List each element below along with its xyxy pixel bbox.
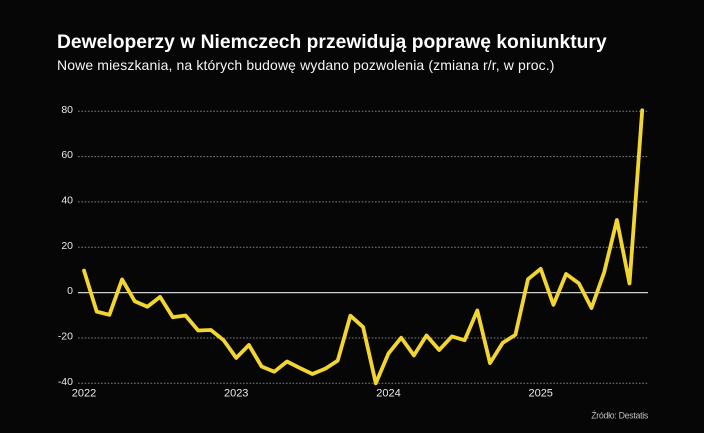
svg-text:80: 80	[61, 104, 73, 116]
svg-text:Nowe mieszkania, na których bu: Nowe mieszkania, na których budowę wydan…	[57, 57, 555, 73]
svg-text:20: 20	[61, 240, 73, 252]
svg-text:2025: 2025	[528, 388, 552, 400]
svg-text:2022: 2022	[72, 388, 96, 400]
svg-text:0: 0	[67, 285, 73, 297]
svg-text:-40: -40	[58, 376, 73, 388]
svg-text:-20: -20	[58, 331, 73, 343]
svg-text:60: 60	[61, 149, 73, 161]
svg-text:Deweloperzy w Niemczech przewi: Deweloperzy w Niemczech przewidują popra…	[57, 32, 607, 53]
svg-text:Źródło: Destatis: Źródło: Destatis	[591, 410, 649, 420]
svg-text:2024: 2024	[376, 388, 400, 400]
svg-text:2023: 2023	[224, 388, 248, 400]
svg-text:40: 40	[61, 195, 73, 207]
